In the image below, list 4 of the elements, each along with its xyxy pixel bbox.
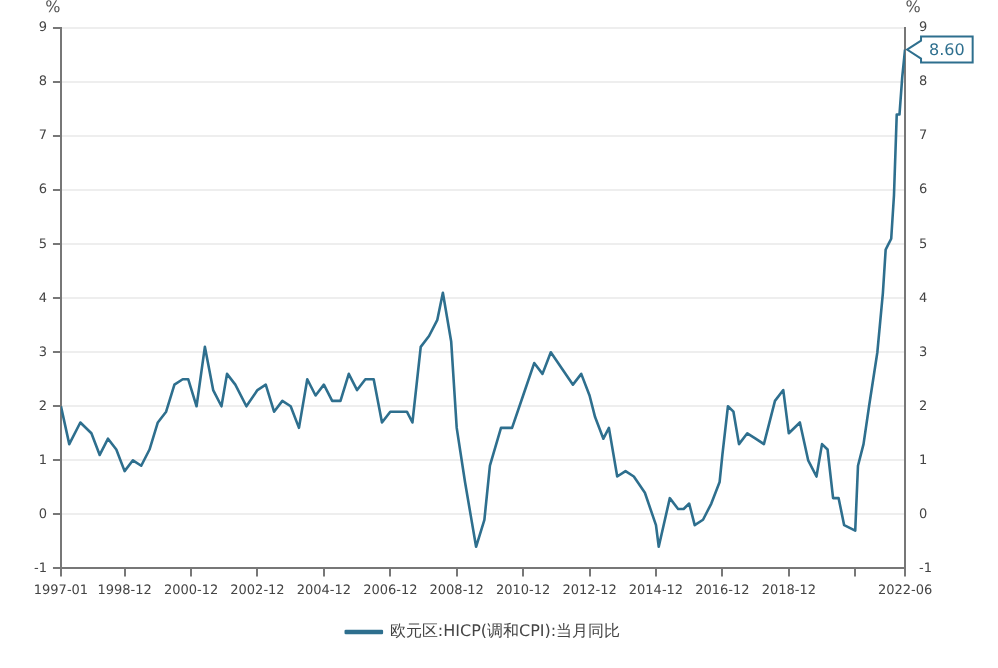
y2-axis-title: %	[905, 0, 922, 17]
y-axis-title: %	[45, 0, 62, 17]
legend-label: 欧元区:HICP(调和CPI):当月同比	[389, 622, 621, 641]
annotation: 8.60	[929, 40, 965, 59]
